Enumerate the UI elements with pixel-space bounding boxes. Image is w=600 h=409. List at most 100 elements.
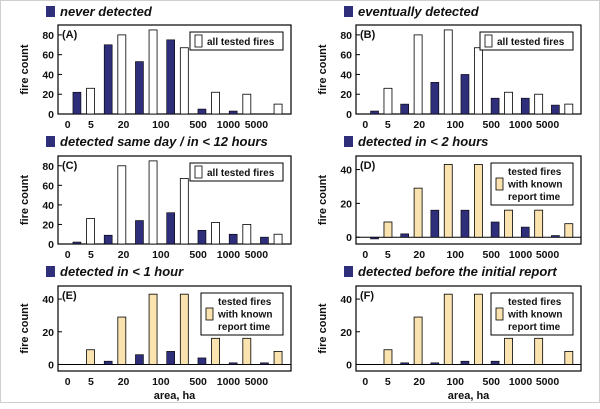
- legend-text: all tested fires: [497, 37, 565, 48]
- bar-detected: [103, 44, 113, 115]
- bar-tested: [443, 164, 453, 238]
- legend-text: all tested fires: [207, 37, 275, 48]
- bar-tested: [564, 350, 574, 365]
- x-tick-label: 20: [413, 249, 425, 261]
- x-tick-label: 20: [118, 249, 130, 261]
- legend-box: [490, 162, 574, 206]
- bar-tested: [473, 293, 483, 365]
- x-tick-label: 100: [152, 119, 170, 131]
- x-tick-label: 5000: [245, 376, 269, 388]
- y-axis-label: fire count: [19, 303, 31, 353]
- bar-detected: [197, 230, 207, 245]
- x-tick-label: 1000: [217, 249, 241, 261]
- x-tick-label: 5000: [536, 119, 560, 131]
- y-axis-label: fire count: [19, 175, 31, 225]
- legend-text: with known: [507, 180, 562, 191]
- legend-box: [189, 162, 284, 182]
- panel-letter: (E): [62, 290, 77, 302]
- legend-text: tested fires: [218, 297, 272, 308]
- title-marker-icon: [344, 266, 353, 277]
- x-tick-label: 0: [65, 119, 71, 131]
- x-tick-label: 5: [88, 376, 94, 388]
- panel-title: detected in < 1 hour: [60, 264, 184, 279]
- bar-detected: [72, 241, 82, 245]
- legend-box: [490, 292, 574, 336]
- bar-tested: [86, 218, 95, 245]
- y-tick-label: 40: [42, 294, 54, 306]
- panel-title: detected in < 2 hours: [358, 134, 488, 149]
- title-marker-icon: [46, 266, 55, 277]
- x-tick-label: 100: [446, 376, 464, 388]
- legend-text: report time: [508, 322, 561, 333]
- x-tick-label: 100: [152, 376, 170, 388]
- legend-text: report time: [508, 192, 561, 203]
- panel-letter: (C): [62, 160, 78, 172]
- title-marker-icon: [46, 136, 55, 147]
- title-marker-icon: [344, 136, 353, 147]
- y-tick-label: 40: [340, 165, 352, 177]
- bar-tested: [504, 91, 513, 115]
- y-tick-label: 0: [346, 359, 352, 371]
- legend-swatch: [495, 307, 504, 321]
- x-tick-label: 500: [189, 376, 207, 388]
- bar-detected: [490, 360, 500, 365]
- y-tick-label: 0: [346, 109, 352, 121]
- panel-title: eventually detected: [358, 4, 480, 19]
- bar-tested: [413, 34, 423, 115]
- y-tick-label: 20: [42, 219, 54, 231]
- bar-detected: [430, 82, 440, 115]
- y-tick-label: 0: [48, 359, 54, 371]
- panel-letter: (A): [62, 29, 78, 41]
- bar-tested: [443, 293, 453, 365]
- panel-a: never detected 0 20 40 60 80 fire count (A) 0 5 20…: [19, 4, 292, 131]
- bar-tested: [564, 223, 574, 238]
- bar-detected: [400, 233, 409, 238]
- y-tick-label: 20: [340, 198, 352, 210]
- bar-detected: [197, 108, 207, 115]
- bar-detected: [103, 234, 113, 245]
- bar-detected: [260, 362, 269, 365]
- bar-detected: [460, 360, 470, 365]
- bar-tested: [534, 209, 544, 238]
- bar-tested: [148, 293, 158, 365]
- y-axis-label: fire count: [317, 175, 329, 225]
- x-tick-label: 100: [446, 249, 464, 261]
- bar-detected: [135, 220, 144, 245]
- bar-tested: [117, 165, 127, 245]
- y-axis-label: fire count: [317, 44, 329, 94]
- legend-swatch: [194, 34, 203, 48]
- bar-detected: [520, 97, 530, 115]
- bar-tested: [86, 349, 95, 365]
- x-tick-label: 5: [88, 119, 94, 131]
- bar-tested: [211, 222, 220, 245]
- y-tick-label: 40: [42, 69, 54, 81]
- bar-detected: [520, 226, 530, 238]
- legend-text: report time: [218, 322, 271, 333]
- y-tick-label: 80: [42, 30, 54, 42]
- bar-tested: [179, 47, 189, 115]
- bar-detected: [490, 221, 500, 238]
- y-tick-label: 20: [340, 89, 352, 101]
- bar-tested: [504, 209, 513, 238]
- bar-detected: [430, 362, 440, 365]
- x-tick-label: 1000: [217, 119, 241, 131]
- bar-tested: [242, 93, 252, 115]
- x-tick-label: 0: [362, 249, 368, 261]
- panel-c: detected same day / in < 12 hours 0 20 40 60…: [19, 134, 292, 261]
- bar-tested: [504, 337, 513, 365]
- y-axis-label: fire count: [317, 303, 329, 353]
- y-tick-label: 20: [340, 327, 352, 339]
- y-tick-label: 40: [42, 200, 54, 212]
- bar-tested: [383, 87, 393, 115]
- bar-tested: [242, 224, 252, 245]
- bar-tested: [564, 103, 574, 115]
- panel-title: detected before the initial report: [358, 264, 557, 279]
- panel-d: detected in < 2 hours 0 20 40 fire count (D) 0…: [317, 134, 582, 261]
- panel-letter: (B): [360, 29, 376, 41]
- y-tick-label: 80: [340, 30, 352, 42]
- bar-detected: [228, 362, 238, 365]
- x-tick-label: 20: [413, 376, 425, 388]
- legend-box: [479, 31, 574, 51]
- bar-detected: [135, 61, 144, 115]
